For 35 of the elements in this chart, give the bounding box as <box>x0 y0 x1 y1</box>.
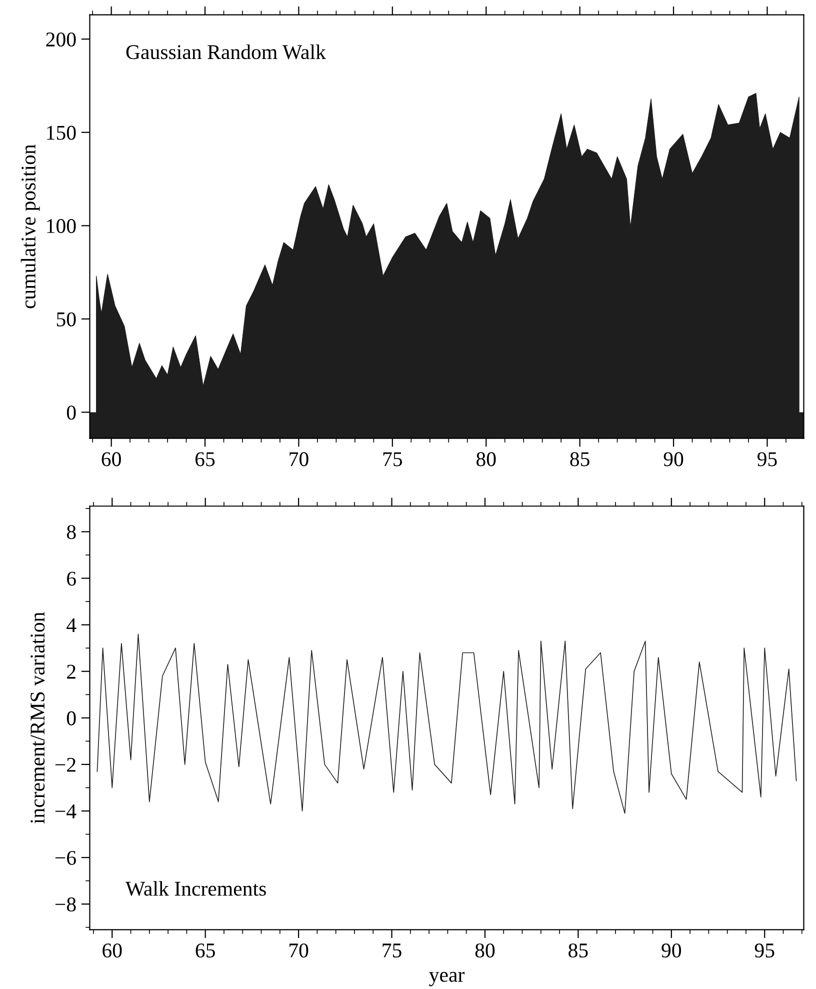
x-tick-label: 95 <box>757 452 777 466</box>
x-tick-label: 65 <box>195 452 215 466</box>
x-tick-label: 60 <box>102 452 121 466</box>
y-axis-title: cumulative position <box>20 144 40 308</box>
x-tick-label: 90 <box>662 943 682 958</box>
y-tick-label: 200 <box>46 32 76 47</box>
y-tick-label: −6 <box>55 850 76 865</box>
x-tick-label: 70 <box>290 452 308 466</box>
x-axis-title: year <box>429 972 464 986</box>
x-tick-label: 80 <box>475 943 495 958</box>
x-tick-label: 85 <box>570 452 590 466</box>
y-tick-label: 0 <box>66 406 76 420</box>
text: Walk Increments <box>125 881 266 896</box>
y-tick-label: −2 <box>55 758 76 772</box>
x-tick-label: 90 <box>664 452 684 466</box>
x-tick-label: 85 <box>568 943 588 958</box>
x-tick-label: 80 <box>476 452 496 466</box>
y-tick-label: 0 <box>66 711 76 726</box>
text: Gaussian Random Walk <box>126 44 326 60</box>
x-tick-label: 95 <box>754 944 774 958</box>
y-tick-label: 2 <box>67 664 76 679</box>
y-tick-label: 8 <box>66 525 76 540</box>
x-tick-label: 75 <box>383 452 402 466</box>
x-tick-label: 75 <box>382 944 402 958</box>
y-tick-label: 6 <box>67 572 76 586</box>
y-tick-label: −4 <box>55 804 76 818</box>
y-tick-label: 50 <box>56 312 76 326</box>
x-tick-label: 70 <box>290 943 308 958</box>
x-tick-label: 60 <box>102 943 122 958</box>
x-tick-label: 65 <box>196 944 215 958</box>
y-tick-label: 4 <box>66 618 76 632</box>
y-axis-title: increment/RMS variation <box>30 612 45 824</box>
y-tick-label: 100 <box>47 219 76 234</box>
y-tick-label: −8 <box>55 897 76 912</box>
y-tick-label: 150 <box>47 126 76 140</box>
